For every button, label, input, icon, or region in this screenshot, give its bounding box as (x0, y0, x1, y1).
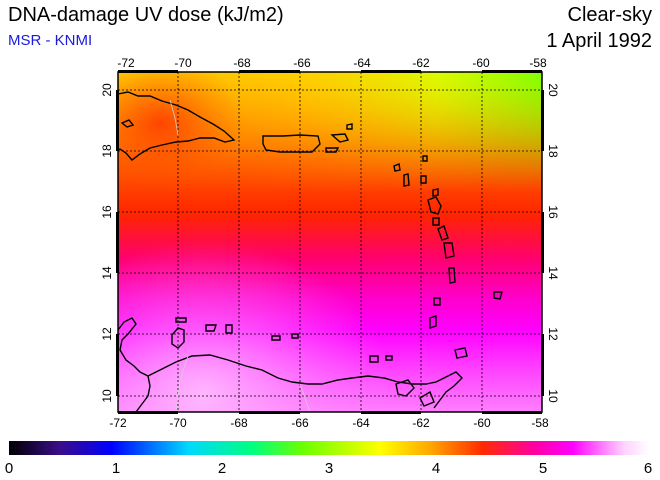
lon-label: -58 (531, 416, 549, 430)
colorbar-tick: 4 (431, 460, 441, 477)
lat-label: 20 (546, 83, 560, 97)
lat-labels-right: 10 12 14 16 18 20 (546, 83, 560, 403)
coastlines (117, 91, 503, 413)
colorbar-tick: 1 (111, 460, 121, 477)
lat-labels-left: 10 12 14 16 18 20 (100, 83, 114, 403)
lat-label: 10 (100, 389, 114, 403)
lon-labels-top: -72 -70 -68 -66 -64 -62 -60 -58 (117, 56, 547, 70)
lon-labels-bottom: -72 -70 -68 -66 -64 -62 -60 -58 (109, 416, 549, 430)
lon-label: -66 (291, 416, 309, 430)
colorbar (9, 441, 649, 455)
date-label: 1 April 1992 (546, 30, 652, 52)
lon-label: -68 (230, 416, 248, 430)
lon-label: -64 (352, 416, 370, 430)
lon-label: -62 (412, 56, 430, 70)
lon-label: -72 (109, 416, 127, 430)
lat-label: 18 (100, 144, 114, 158)
uv-field (118, 72, 542, 412)
lon-label: -68 (233, 56, 251, 70)
lat-label: 18 (546, 144, 560, 158)
lon-label: -58 (529, 56, 547, 70)
colorbar-tick: 5 (538, 460, 548, 477)
lat-label: 16 (546, 205, 560, 219)
lon-label: -60 (472, 56, 490, 70)
map-title: DNA-damage UV dose (kJ/m2) (8, 4, 284, 26)
graticule (118, 72, 542, 412)
source-label: MSR - KNMI (8, 32, 93, 49)
lat-label: 14 (546, 266, 560, 280)
colorbar-tick: 6 (643, 460, 653, 477)
lon-label: -70 (169, 416, 187, 430)
colorbar-tick: 3 (324, 460, 334, 477)
lat-label: 12 (546, 327, 560, 341)
colorbar-tick: 0 (4, 460, 14, 477)
lon-label: -70 (174, 56, 192, 70)
lat-label: 20 (100, 83, 114, 97)
lon-label: -64 (353, 56, 371, 70)
lat-label: 14 (100, 266, 114, 280)
lon-label: -66 (293, 56, 311, 70)
lon-label: -62 (412, 416, 430, 430)
lon-label: -60 (473, 416, 491, 430)
lat-label: 12 (100, 327, 114, 341)
sky-condition-label: Clear-sky (567, 4, 652, 26)
frame-scale-bars (116, 70, 544, 414)
lat-label: 10 (546, 389, 560, 403)
lon-label: -72 (117, 56, 135, 70)
lat-label: 16 (100, 205, 114, 219)
borders (169, 99, 311, 413)
colorbar-tick: 2 (217, 460, 227, 477)
